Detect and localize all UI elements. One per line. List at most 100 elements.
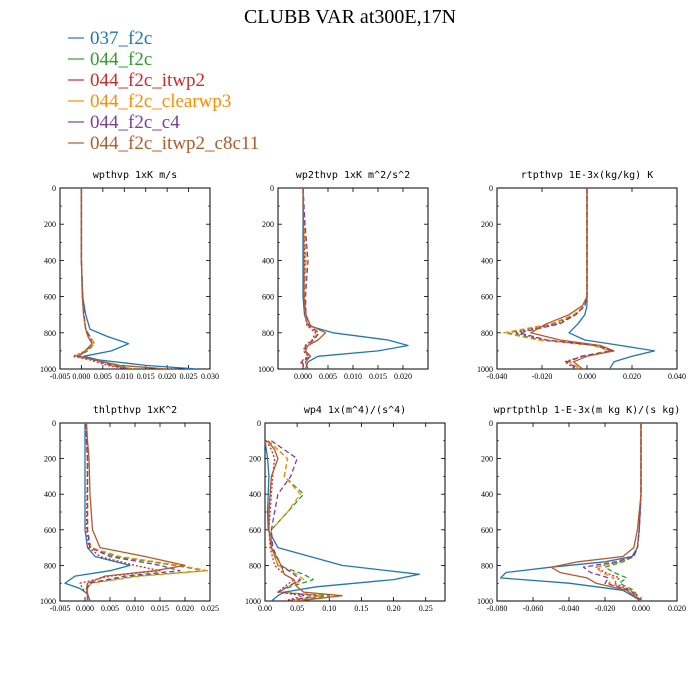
y-tick-label: 200 — [262, 220, 274, 229]
y-tick-label: 1000 — [477, 365, 493, 374]
y-tick-label: 0 — [52, 419, 56, 428]
series-group — [72, 188, 198, 369]
y-tick-label: 1000 — [40, 597, 56, 606]
legend-entry: 044_f2c_itwp2 — [90, 70, 205, 91]
panel-title: rtpthvp 1E-3x(kg/kg) K — [521, 170, 653, 181]
x-tick-label: 0.20 — [387, 604, 401, 613]
series-line-044_f2c_itwp2_c8c11 — [550, 423, 642, 601]
panel-4: thlpthvp 1xK^2 0 200 400 600 800 1000-0.005 0.0… — [40, 405, 219, 613]
series-group — [499, 423, 642, 601]
x-tick-label: 0.05 — [290, 604, 304, 613]
y-tick-label: 400 — [481, 256, 493, 265]
x-tick-label: 0.15 — [354, 604, 368, 613]
plot-frame — [496, 422, 678, 602]
y-tick-label: 800 — [44, 329, 56, 338]
series-line-044_f2c — [267, 440, 330, 601]
x-tick-label: 0.005 — [101, 604, 119, 613]
y-tick-label: 200 — [481, 455, 493, 464]
y-tick-label: 600 — [481, 293, 493, 302]
x-tick-label: 0.020 — [623, 372, 641, 381]
y-tick-label: 1000 — [477, 597, 493, 606]
x-tick-label: 0.040 — [668, 372, 686, 381]
series-line-044_f2c_c4 — [85, 423, 181, 601]
panel-title: wp2thvp 1xK m^2/s^2 — [296, 170, 410, 181]
series-line-044_f2c_itwp2_c8c11 — [78, 188, 168, 369]
panel-title: thlpthvp 1xK^2 — [93, 405, 177, 416]
x-tick-label: 0.000 — [294, 372, 312, 381]
y-tick-label: 800 — [481, 329, 493, 338]
y-tick-label: 0 — [52, 184, 56, 193]
y-tick-label: 0 — [257, 419, 261, 428]
series-group — [299, 188, 409, 369]
x-tick-label: 0.020 — [176, 604, 194, 613]
y-tick-label: 400 — [481, 490, 493, 499]
series-line-044_f2c_itwp2 — [514, 188, 615, 369]
y-tick-label: 400 — [262, 256, 274, 265]
series-line-044_f2c_clearwp3 — [503, 188, 611, 369]
x-tick-label: 0.020 — [394, 372, 412, 381]
x-tick-label: 0.015 — [369, 372, 387, 381]
series-line-037_f2c — [265, 440, 420, 601]
y-tick-label: 800 — [44, 561, 56, 570]
series-line-044_f2c_c4 — [76, 188, 129, 369]
x-tick-label: -0.020 — [595, 604, 616, 613]
y-tick-label: 600 — [481, 526, 493, 535]
series-group — [64, 423, 209, 601]
y-tick-label: 800 — [481, 561, 493, 570]
series-group — [265, 440, 420, 601]
y-tick-label: 400 — [44, 490, 56, 499]
panel-2: wp2thvp 1xK m^2/s^2 0 200 400 600 800 1000 0.00… — [258, 170, 429, 381]
y-tick-label: 800 — [249, 561, 261, 570]
y-tick-label: 600 — [44, 293, 56, 302]
x-tick-label: 0.10 — [322, 604, 336, 613]
series-line-044_f2c_itwp2_c8c11 — [530, 188, 615, 369]
y-tick-label: 400 — [44, 256, 56, 265]
series-line-044_f2c_itwp2 — [595, 423, 642, 601]
y-tick-label: 200 — [481, 220, 493, 229]
x-tick-label: -0.080 — [487, 604, 508, 613]
y-tick-label: 600 — [262, 293, 274, 302]
series-line-044_f2c_itwp2 — [265, 440, 305, 601]
x-tick-label: 0.020 — [158, 372, 176, 381]
series-group — [503, 188, 656, 369]
x-tick-label: -0.040 — [487, 372, 508, 381]
series-line-044_f2c_c4 — [301, 188, 320, 369]
x-tick-label: 0.015 — [151, 604, 169, 613]
y-tick-label: 0 — [489, 419, 493, 428]
legend-entry: 044_f2c_itwp2_c8c11 — [90, 133, 259, 154]
legend-entry: 044_f2c_clearwp3 — [90, 91, 231, 112]
y-tick-label: 600 — [249, 526, 261, 535]
series-line-044_f2c_itwp2_c8c11 — [267, 440, 343, 601]
series-line-044_f2c_itwp2_c8c11 — [302, 188, 327, 369]
y-tick-label: 800 — [262, 329, 274, 338]
x-tick-label: 0.010 — [126, 604, 144, 613]
y-tick-label: 0 — [489, 184, 493, 193]
series-line-044_f2c_clearwp3 — [267, 440, 324, 601]
series-line-044_f2c_itwp2_c8c11 — [85, 423, 186, 601]
panel-title: wpthvp 1xK m/s — [93, 170, 177, 181]
x-tick-label: -0.005 — [50, 604, 71, 613]
x-tick-label: -0.060 — [523, 604, 544, 613]
series-line-044_f2c_c4 — [582, 423, 642, 601]
y-tick-label: 1000 — [258, 365, 274, 374]
x-tick-label: 0.005 — [319, 372, 337, 381]
x-tick-label: -0.040 — [559, 604, 580, 613]
panel-title: wprtpthlp 1-E-3x(m kg K)/(s kg) — [494, 405, 681, 416]
x-tick-label: 0.000 — [632, 604, 650, 613]
series-line-044_f2c — [604, 423, 642, 601]
y-tick-label: 400 — [249, 490, 261, 499]
series-line-044_f2c_clearwp3 — [595, 423, 642, 601]
y-tick-label: 0 — [270, 184, 274, 193]
y-tick-label: 1000 — [40, 365, 56, 374]
y-tick-label: 600 — [44, 526, 56, 535]
series-line-037_f2c — [64, 423, 131, 601]
legend: 037_f2c044_f2c044_f2c_itwp2044_f2c_clear… — [68, 28, 259, 154]
series-line-044_f2c_c4 — [270, 440, 318, 601]
series-line-037_f2c — [568, 188, 656, 369]
x-tick-label: 0.25 — [419, 604, 433, 613]
x-tick-label: 0.010 — [115, 372, 133, 381]
series-line-044_f2c_itwp2 — [299, 188, 317, 369]
